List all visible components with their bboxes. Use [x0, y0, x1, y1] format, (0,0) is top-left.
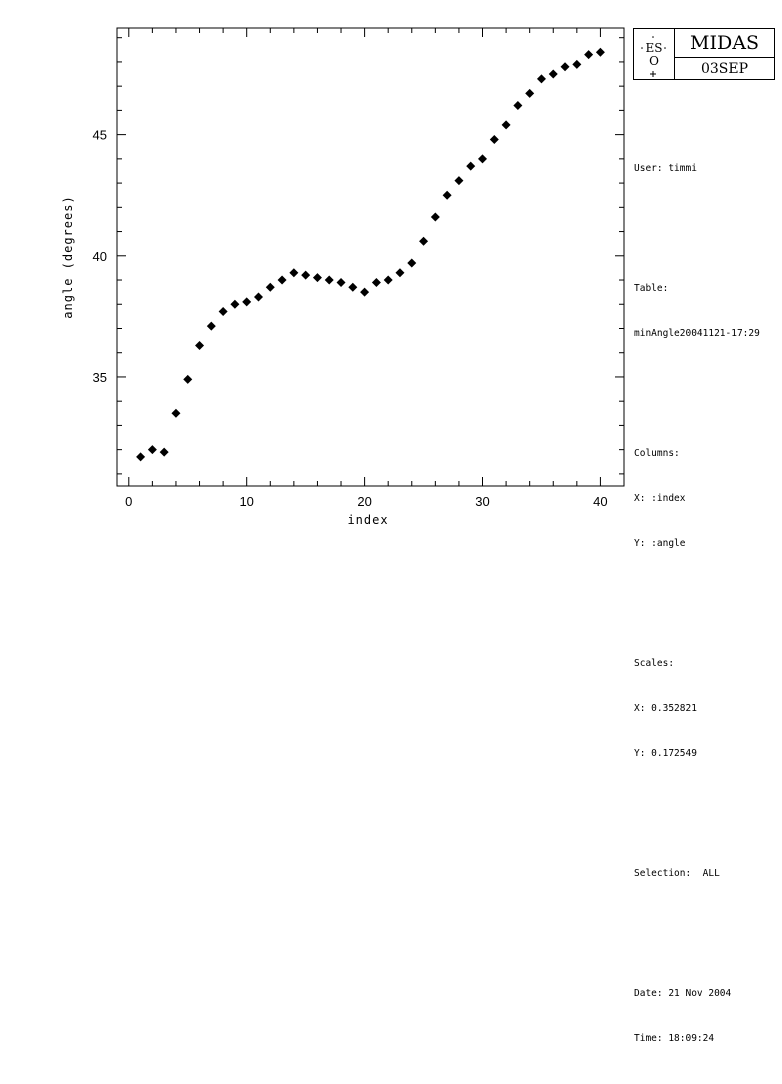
data-point: [595, 47, 605, 57]
x-axis-ticks: 0 10 20 30 40: [125, 28, 608, 509]
midas-title-cell: MIDAS 03SEP: [675, 29, 774, 79]
y-tick-label: 35: [93, 370, 107, 385]
data-point: [513, 101, 523, 111]
data-points: [136, 47, 605, 462]
data-point: [348, 282, 358, 292]
y-tick-label: 45: [93, 128, 107, 143]
data-point: [253, 292, 263, 302]
data-point: [407, 258, 417, 268]
data-point: [230, 299, 240, 309]
x-tick-label: 10: [239, 494, 253, 509]
data-point: [442, 190, 452, 200]
y-axis-title: angle (degrees): [61, 195, 75, 318]
data-point: [171, 408, 181, 418]
data-point: [206, 321, 216, 331]
scatter-chart: 0 10 20 30 40 35 40 45 index angle (degrees): [61, 27, 625, 527]
data-point: [572, 59, 582, 69]
eso-logo-text: ES: [646, 41, 663, 55]
data-point: [336, 277, 346, 287]
data-point: [395, 268, 405, 278]
data-point: [548, 69, 558, 79]
data-point: [183, 374, 193, 384]
column-y: Y: :angle: [634, 538, 686, 549]
data-point: [489, 134, 499, 144]
x-tick-label: 40: [593, 494, 607, 509]
data-point: [218, 307, 228, 317]
plot-frame: [116, 27, 625, 487]
data-point: [277, 275, 287, 285]
data-point: [147, 445, 157, 455]
data-point: [584, 50, 594, 60]
y-axis-ticks: 35 40 45: [93, 37, 624, 475]
x-tick-label: 0: [125, 494, 132, 509]
column-x: X: :index: [634, 493, 686, 504]
time-line: Time: 18:09:24: [634, 1033, 715, 1044]
data-point: [324, 275, 334, 285]
data-point: [478, 154, 488, 164]
selection-line: Selection: ALL: [634, 868, 720, 879]
plot-info-panel: User: timmi Table: minAngle20041121-17:2…: [634, 101, 760, 1084]
x-tick-label: 20: [357, 494, 371, 509]
data-point: [159, 447, 169, 457]
data-point: [501, 120, 511, 130]
data-point: [265, 282, 275, 292]
app-name: MIDAS: [675, 29, 774, 58]
data-point: [360, 287, 370, 297]
user-line: User: timmi: [634, 163, 697, 174]
eso-logo: ES O: [634, 29, 675, 79]
x-tick-label: 30: [475, 494, 489, 509]
scales-label: Scales:: [634, 658, 675, 669]
columns-label: Columns:: [634, 448, 680, 459]
data-point: [454, 176, 464, 186]
data-point: [466, 161, 476, 171]
data-point: [430, 212, 440, 222]
data-point: [419, 236, 429, 246]
data-point: [195, 340, 205, 350]
data-point: [536, 74, 546, 84]
data-point: [242, 297, 252, 307]
data-point: [371, 277, 381, 287]
data-point: [136, 452, 146, 462]
data-point: [383, 275, 393, 285]
table-label: Table:: [634, 283, 669, 294]
midas-logo-box: ES O MIDAS 03SEP: [633, 28, 775, 80]
x-axis-title: index: [347, 513, 388, 527]
table-name: minAngle20041121-17:29: [634, 328, 760, 339]
data-point: [560, 62, 570, 72]
scale-x: X: 0.352821: [634, 703, 697, 714]
data-point: [289, 268, 299, 278]
data-point: [301, 270, 311, 280]
eso-logo-subtext: O: [649, 54, 659, 68]
app-subtitle: 03SEP: [700, 60, 749, 77]
data-point: [525, 88, 535, 98]
y-tick-label: 40: [93, 249, 107, 264]
date-line: Date: 21 Nov 2004: [634, 988, 732, 999]
scale-y: Y: 0.172549: [634, 748, 697, 759]
data-point: [312, 273, 322, 283]
